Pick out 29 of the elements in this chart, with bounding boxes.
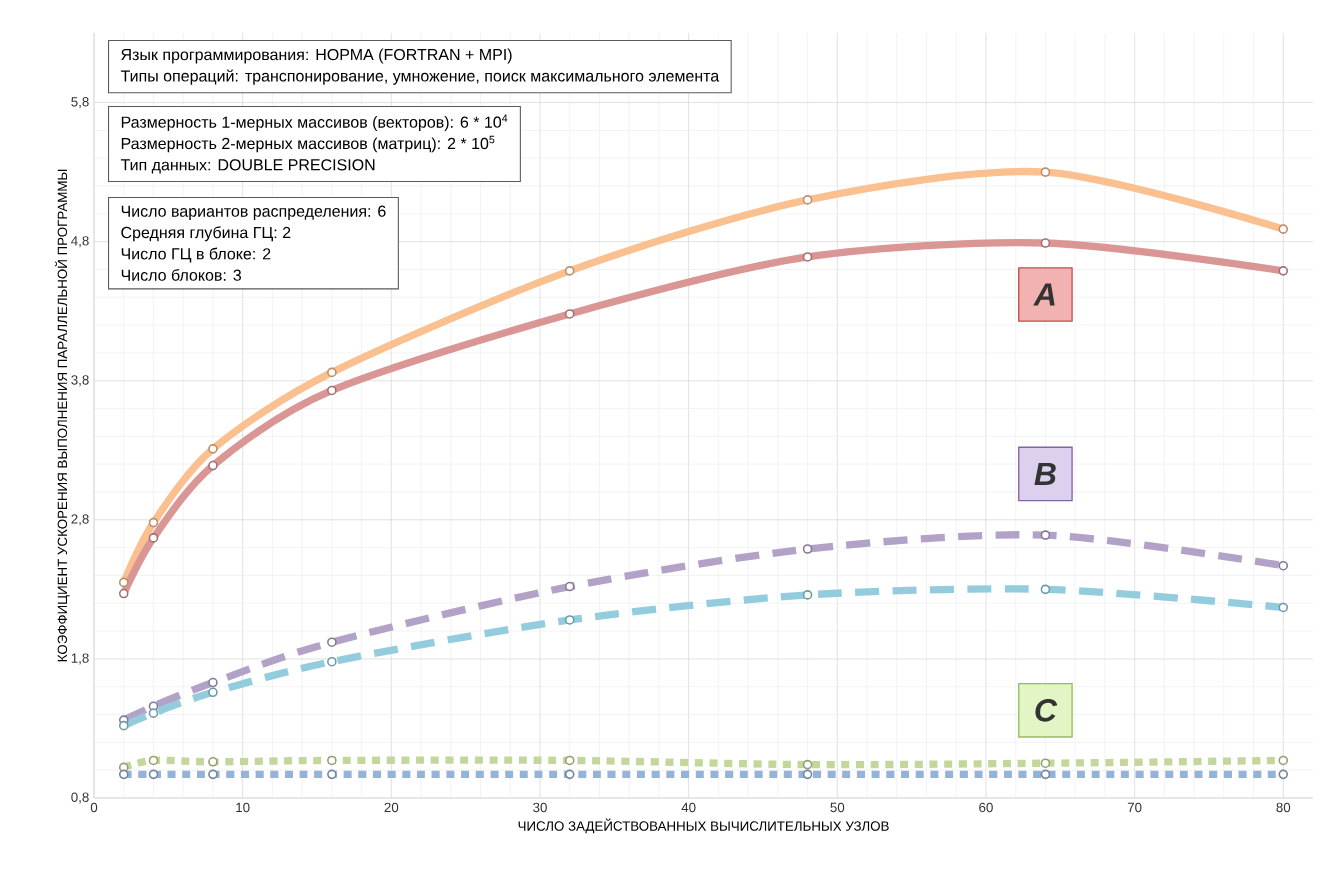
- annotation: Число ГЦ в блоке: 2: [121, 247, 271, 263]
- x-tick-label: 20: [384, 802, 399, 813]
- annotation: Число вариантов распределения: 6: [121, 205, 386, 221]
- annotation: Число блоков: 3: [121, 268, 242, 281]
- x-tick-label: 30: [533, 802, 547, 813]
- annotation: Язык программирования: НОРМА (FORTRAN + MPI): [121, 48, 512, 64]
- y-axis-title: КОЭФФИЦИЕНТ УСКОРЕНИЯ ВЫПОЛНЕНИЯ ПАРАЛЛЕЛЬНОЙ ПРОГРАММЫ: [54, 169, 70, 662]
- y-tick-label: 3,8: [71, 375, 89, 387]
- annotation: Тип данных: DOUBLE PRECISION: [120, 159, 375, 174]
- x-tick-label: 80: [1276, 802, 1291, 813]
- annotation: Типы операций: транспонирование, умножение, поиск максимального элемента: [120, 69, 720, 85]
- x-tick-label: 60: [979, 802, 993, 813]
- annotation: Размерность 1-мерных массивов (векторов): 6 * 10$^{4}$: [121, 114, 508, 131]
- x-tick-label: 70: [1127, 802, 1142, 813]
- y-tick-label: 5,8: [71, 97, 89, 109]
- x-tick-label: 50: [830, 802, 845, 813]
- x-axis-title: ЧИСЛО ЗАДЕЙСТВОВАННЫХ ВЫЧИСЛИТЕЛЬНЫХ УЗЛОВ: [518, 818, 889, 834]
- x-tick-label: 10: [236, 802, 250, 813]
- annotation: Размерность 2-мерных массивов (матриц): 2 * 10$^{5}$: [121, 135, 495, 153]
- annotation: B: [1034, 462, 1056, 485]
- annotation: A: [1033, 283, 1055, 306]
- y-tick-label: 4,8: [71, 236, 89, 248]
- y-tick-label: 2,8: [71, 514, 89, 526]
- y-tick-label: 0,8: [71, 792, 89, 804]
- annotation: C: [1035, 699, 1058, 722]
- x-tick-label: 0: [90, 802, 98, 813]
- annotation: Средняя глубина ГЦ: 2: [121, 226, 291, 242]
- x-tick-label: 40: [681, 802, 696, 813]
- y-tick-label: 1,8: [71, 653, 89, 665]
